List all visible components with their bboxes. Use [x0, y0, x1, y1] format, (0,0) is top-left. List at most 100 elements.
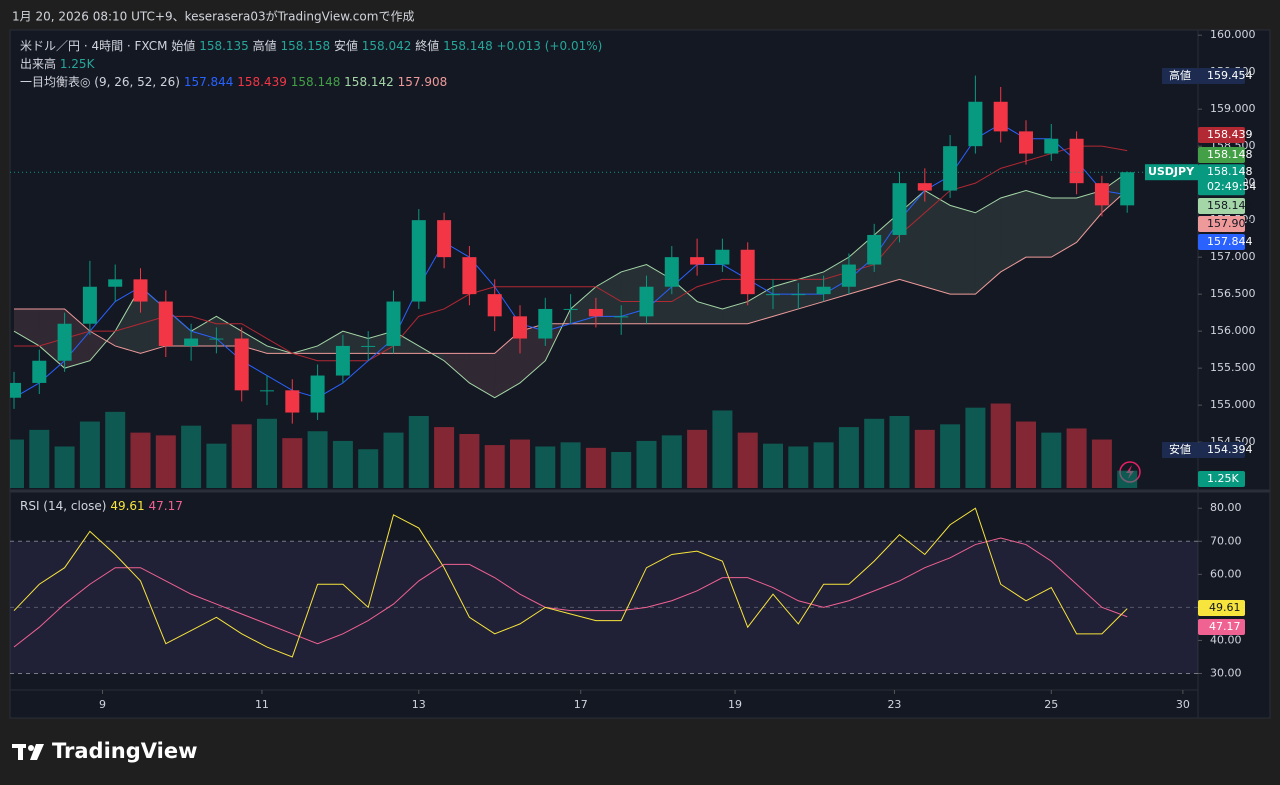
legend-item: 158.158	[280, 39, 330, 53]
candle-body	[285, 390, 300, 413]
price-tag	[1198, 234, 1245, 250]
cloud	[671, 279, 698, 324]
price-tag	[1198, 198, 1245, 214]
candle-body	[386, 301, 401, 346]
logo-part	[28, 745, 34, 751]
y-tick-label: 160.000	[1210, 28, 1256, 41]
candle-body	[1044, 138, 1059, 154]
volume-tag-label: 1.25K	[1207, 472, 1239, 485]
volume-bar	[332, 440, 353, 488]
volume-bar	[484, 445, 505, 488]
candle-body	[588, 308, 603, 317]
cloud	[924, 190, 951, 295]
volume-bar	[1041, 432, 1062, 488]
volume-bar	[535, 446, 556, 488]
cloud	[697, 301, 723, 324]
tag-name-box	[1162, 68, 1198, 84]
tag-name: USDJPY	[1148, 165, 1195, 178]
legend-item: 158.135	[199, 39, 249, 53]
indicator-line	[14, 145, 1128, 362]
volume-bar	[965, 407, 986, 488]
legend-item: 158.148	[291, 75, 341, 89]
candle-body	[133, 279, 148, 302]
volume-bar	[231, 424, 252, 488]
candle-body	[715, 249, 730, 265]
candle-body	[690, 257, 705, 265]
candle-body	[867, 234, 882, 265]
legend-item: 出来高	[20, 56, 56, 71]
candle-body	[361, 345, 376, 347]
candle-body	[664, 257, 679, 287]
x-tick-label: 13	[412, 698, 426, 711]
volume-bar	[105, 411, 126, 488]
volume-bar	[181, 425, 202, 488]
candle-body	[209, 338, 224, 340]
volume-bar	[914, 429, 935, 488]
x-tick-label: 23	[887, 698, 901, 711]
legend-item: RSI (14, close)	[20, 499, 106, 513]
volume-bar	[838, 427, 859, 488]
y-tick-label: 155.500	[1210, 361, 1256, 374]
volume-bar	[990, 403, 1011, 488]
indicator-line	[13, 507, 1128, 658]
y-tick-label: 80.00	[1210, 501, 1242, 514]
candle-body	[943, 146, 958, 191]
legend-row: 出来高 1.25K	[20, 56, 96, 71]
volume-bar	[54, 446, 75, 488]
legend-item: 一目均衡表◎ (9, 26, 52, 26)	[20, 75, 180, 89]
candle-body	[917, 183, 932, 191]
volume-bar	[282, 438, 303, 488]
x-tick-label: 19	[728, 698, 742, 711]
legend-row: RSI (14, close) 49.61 47.17	[20, 499, 183, 513]
indicator-line	[13, 537, 1128, 648]
legend-row: 一目均衡表◎ (9, 26, 52, 26) 157.844 158.439 1…	[20, 75, 447, 89]
candle-body	[108, 279, 123, 287]
volume-bar	[459, 434, 480, 488]
legend-item: 158.042	[362, 39, 412, 53]
volume-bar	[585, 447, 606, 488]
candle-body	[158, 301, 173, 346]
y-tick-label: 40.00	[1210, 633, 1242, 646]
tag-name-box	[1162, 442, 1198, 458]
volume-bar	[940, 424, 961, 488]
x-tick-label: 25	[1044, 698, 1058, 711]
cloud	[950, 205, 976, 295]
legend-item: 高値	[253, 38, 277, 53]
volume-bar	[257, 418, 277, 488]
logo-part	[18, 744, 23, 760]
cloud	[773, 279, 799, 317]
price-tag-label: 158.148	[1207, 165, 1253, 178]
volume-bar	[1091, 439, 1112, 488]
volume-bar	[1066, 428, 1087, 488]
tag-name: 高値	[1169, 68, 1191, 82]
volume-bar	[712, 410, 733, 488]
candle-body	[968, 101, 983, 147]
rsi-pane	[10, 507, 1198, 674]
candle-body	[841, 264, 856, 287]
cloud	[798, 271, 824, 309]
header: 1月 20, 2026 08:10 UTC+9、keserasera03がTra…	[12, 9, 414, 24]
price-tag-label: 157.844	[1207, 235, 1253, 248]
y-tick-label: 70.00	[1210, 534, 1242, 547]
price-tag	[1198, 216, 1245, 232]
y-tick-label: 159.000	[1210, 102, 1256, 115]
cloud	[975, 197, 1001, 295]
y-tick-label: 155.000	[1210, 398, 1256, 411]
candle-body	[892, 183, 907, 235]
price-tag	[1198, 147, 1245, 163]
legend-item: 1.25K	[60, 57, 96, 71]
candle-body	[310, 375, 325, 413]
volume-bar	[206, 443, 227, 488]
legend-item: 158.148	[443, 39, 493, 53]
price-tag-label: 154.394	[1207, 443, 1253, 456]
rsi-ma-tag-label: 47.17	[1209, 620, 1241, 633]
cloud	[747, 286, 773, 324]
candle-body	[563, 308, 578, 310]
candle-body	[234, 338, 249, 391]
candle-body	[614, 316, 629, 318]
price-tag-label: 158.439	[1207, 128, 1253, 141]
candle-body	[437, 220, 452, 258]
volume-bar	[10, 439, 24, 488]
legend-item: 米ドル／円 · 4時間 · FXCM	[20, 39, 168, 53]
